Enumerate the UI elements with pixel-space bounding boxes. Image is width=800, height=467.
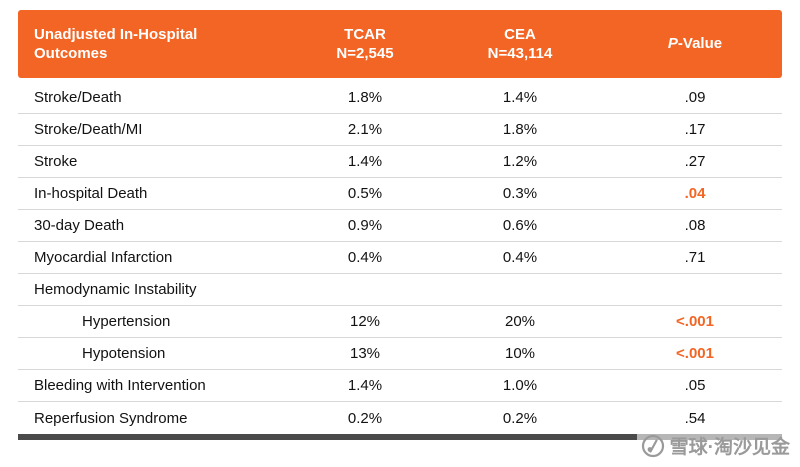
table-title-line2: Outcomes [34,45,108,62]
table-row: Stroke/Death/MI 2.1% 1.8% .17 [18,114,782,146]
column-header-pvalue: P-Value [667,35,723,53]
tcar-value: 1.4% [347,377,383,394]
cea-value: 1.4% [502,89,538,106]
tcar-value: 12% [349,313,381,330]
table-row: Hypertension 12% 20% <.001 [18,306,782,338]
cea-value: 1.8% [502,121,538,138]
p-value: .54 [684,409,706,427]
p-value: .05 [684,377,706,394]
outcome-label: Reperfusion Syndrome [34,409,188,427]
outcome-label: In-hospital Death [34,185,148,202]
outcome-label: Stroke/Death/MI [34,121,143,138]
cea-value: 0.2% [502,409,538,427]
outcome-label: Myocardial Infarction [34,249,173,266]
p-value: <.001 [676,313,714,330]
tcar-value: 1.8% [347,89,383,106]
outcome-label: Stroke [34,153,78,170]
tcar-value: 0.4% [347,249,383,266]
table-title: Unadjusted In-Hospital Outcomes [18,25,298,64]
column-header-tcar: TCAR N=2,545 [336,25,394,63]
watermark: 雪球·淘沙见金 [636,430,794,461]
watermark-text: 雪球·淘沙见金 [669,437,790,458]
table-row: Hypotension 13% 10% <.001 [18,338,782,370]
p-value: .08 [684,217,706,234]
cea-value: 1.2% [502,153,538,170]
table-bottom-rule [18,434,782,440]
tcar-value: 1.4% [347,153,383,170]
table-row: Bleeding with Intervention 1.4% 1.0% .05 [18,370,782,402]
outcome-label: Stroke/Death [34,89,122,106]
table-row: In-hospital Death 0.5% 0.3% .04 [18,178,782,210]
cea-value: 10% [504,345,536,362]
table-row: 30-day Death 0.9% 0.6% .08 [18,210,782,242]
cea-value: 20% [504,313,536,330]
outcome-label: Hypotension [82,345,166,362]
table-title-line1: Unadjusted In-Hospital [34,25,198,43]
tcar-value: 0.2% [347,409,383,427]
cea-value: 0.6% [502,217,538,234]
cea-value: 1.0% [502,377,538,394]
cea-value: 0.4% [502,249,538,266]
table-row: Stroke 1.4% 1.2% .27 [18,146,782,178]
table-row: Reperfusion Syndrome 0.2% 0.2% .54 [18,402,782,434]
cea-value: 0.3% [502,185,538,202]
p-value: .17 [684,121,706,138]
table-header: Unadjusted In-Hospital Outcomes TCAR N=2… [18,10,782,78]
tcar-value: 0.5% [347,185,383,202]
tcar-value: 13% [349,345,381,362]
p-value: .71 [684,249,706,266]
column-header-cea: CEA N=43,114 [487,25,553,63]
tcar-value: 0.9% [347,217,383,234]
p-value: <.001 [676,345,714,362]
outcome-label: Hypertension [82,313,171,330]
outcome-label: Hemodynamic Instability [34,281,197,298]
p-value: .04 [684,185,706,202]
table-row: Myocardial Infarction 0.4% 0.4% .71 [18,242,782,274]
table-body: Stroke/Death 1.8% 1.4% .09 Stroke/Death/… [18,82,782,434]
outcome-label: Bleeding with Intervention [34,377,206,394]
outcome-label: 30-day Death [34,217,125,234]
p-value: .09 [684,89,706,106]
table-row: Hemodynamic Instability [18,274,782,306]
p-value: .27 [684,153,706,170]
tcar-value: 2.1% [347,121,383,138]
table-row: Stroke/Death 1.8% 1.4% .09 [18,82,782,114]
xueqiu-snowball-logo-icon [641,434,665,458]
